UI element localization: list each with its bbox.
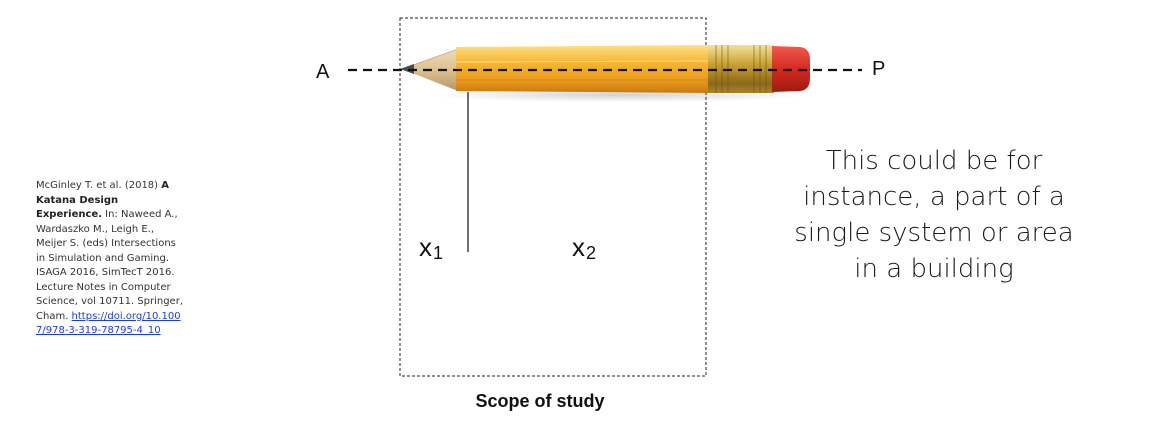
x2-base: x — [572, 232, 585, 262]
x1-base: x — [419, 232, 432, 262]
citation-link[interactable]: https://doi.org/10.1007/978-3-319-78795-… — [36, 310, 181, 337]
x1-subscript: 1 — [433, 243, 444, 263]
x1-label: x1 — [419, 232, 443, 263]
x2-subscript: 2 — [586, 243, 597, 263]
scope-note: This could be for instance, a part of a … — [794, 146, 1074, 284]
scope-box — [399, 17, 707, 377]
x2-label: x2 — [572, 232, 596, 263]
point-a-label: A — [316, 61, 330, 83]
citation: McGinley T. et al. (2018) A Katana Desig… — [36, 179, 186, 339]
citation-title: A Katana Design Experience. — [36, 180, 169, 220]
scope-caption: Scope of study — [475, 391, 605, 411]
point-p-label: P — [872, 58, 886, 80]
pencil-icon — [400, 45, 810, 93]
citation-authors: McGinley T. et al. (2018) — [36, 180, 162, 191]
citation-details: In: Naweed A., Wardaszko M., Leigh E., M… — [36, 209, 183, 322]
